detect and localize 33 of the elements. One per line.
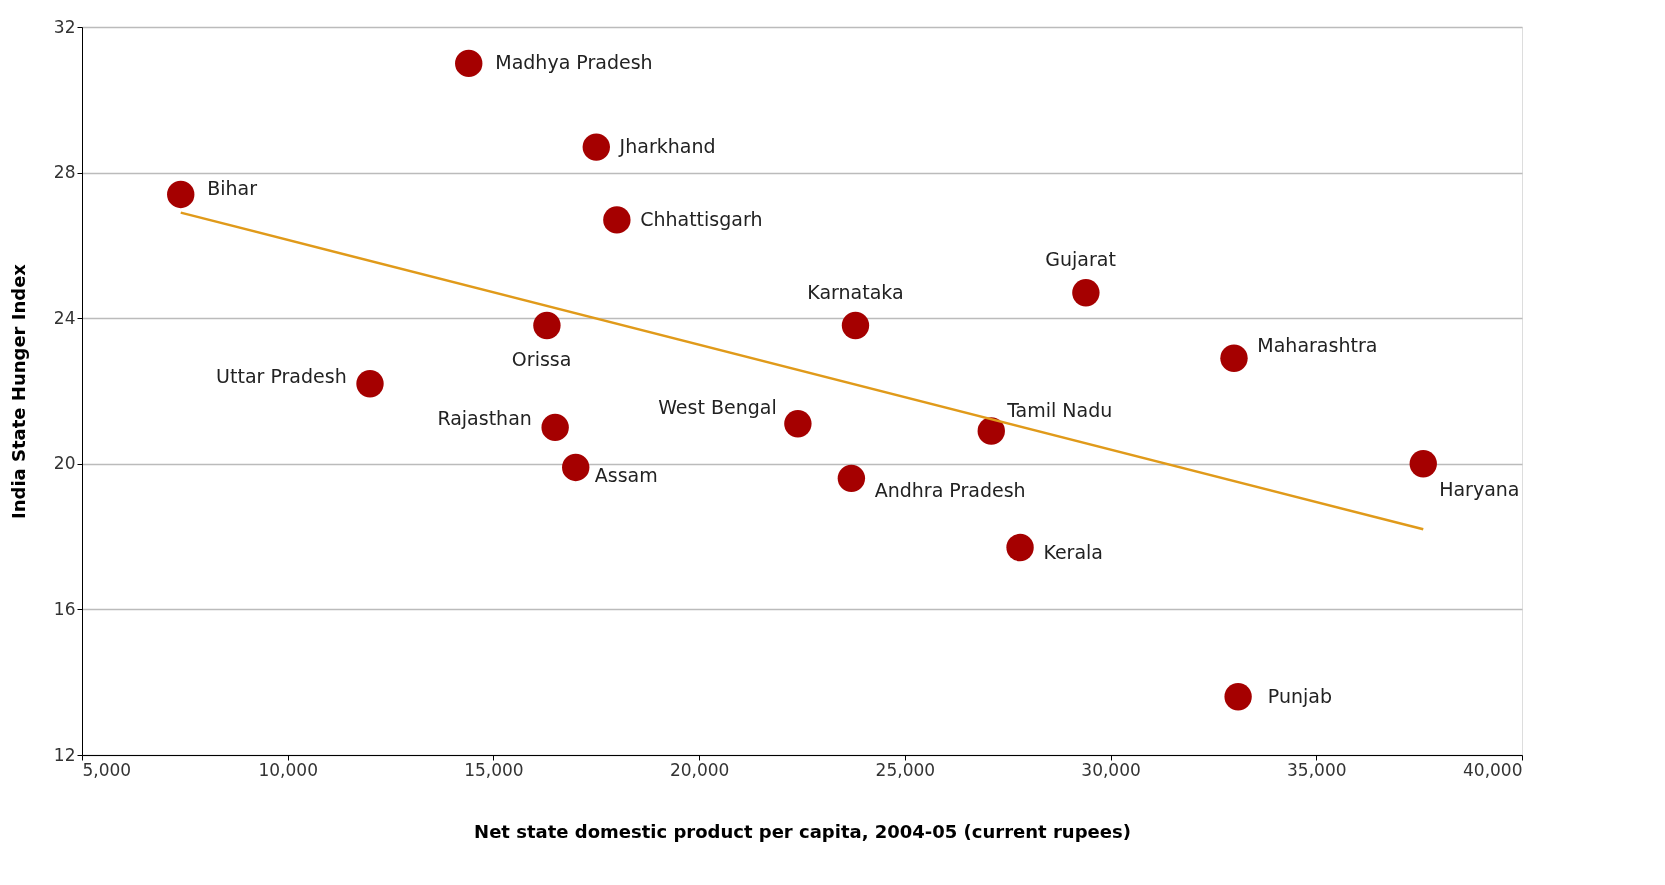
annotation: Rajasthan	[437, 406, 532, 429]
x-tick-label: 25,000	[875, 759, 936, 780]
annotation: Bihar	[207, 177, 258, 200]
annotation: Orissa	[511, 348, 572, 371]
annotation: Punjab	[1267, 684, 1332, 707]
y-tick-label: 16	[53, 598, 76, 619]
annotation: Jharkhand	[618, 135, 716, 158]
x-tick-label: 15,000	[464, 759, 524, 780]
annotation: Tamil Nadu	[1006, 398, 1113, 421]
annotation: Assam	[594, 463, 658, 486]
y-tick-label: 28	[53, 162, 76, 183]
annotation: Gujarat	[1045, 247, 1116, 270]
y-tick-label: 32	[53, 16, 76, 37]
y-tick-label: 12	[53, 744, 76, 765]
y-tick-label: 20	[53, 453, 76, 474]
annotation: Karnataka	[807, 280, 904, 303]
annotation: Uttar Pradesh	[216, 365, 347, 388]
x-tick-label: 5,000	[82, 759, 132, 780]
x-axis-title: Net state domestic product per capita, 2004-05 (current rupees)	[474, 820, 1131, 842]
annotation: Kerala	[1043, 540, 1103, 563]
y-axis-title: India State Hunger Index	[7, 263, 29, 519]
annotation: Andhra Pradesh	[874, 479, 1026, 502]
x-tick-label: 35,000	[1287, 759, 1347, 780]
y-tick-label: 24	[53, 307, 76, 328]
annotation: Haryana	[1439, 478, 1520, 501]
x-tick-label: 20,000	[669, 759, 730, 780]
annotation: Chhattisgarh	[640, 207, 763, 230]
x-tick-label: 30,000	[1081, 759, 1141, 780]
annotation: Maharashtra	[1257, 333, 1378, 356]
annotation: Madhya Pradesh	[495, 51, 653, 74]
x-tick-label: 40,000	[1463, 759, 1523, 780]
x-tick-label: 10,000	[258, 759, 318, 780]
annotation: West Bengal	[658, 395, 777, 418]
